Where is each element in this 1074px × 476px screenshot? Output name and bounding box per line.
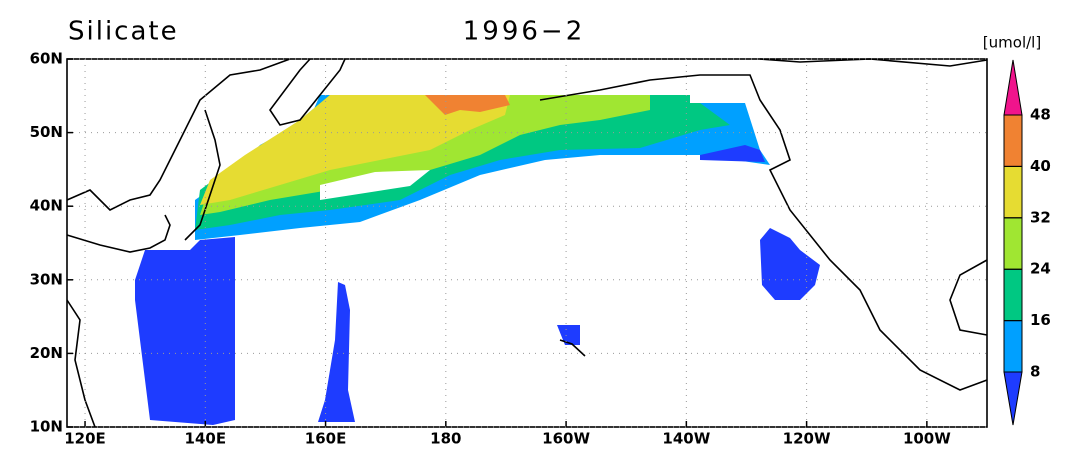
region (425, 95, 510, 115)
region (135, 237, 235, 425)
x-tick-label: 100W (903, 430, 951, 448)
subtitle: 1996−2 (463, 17, 586, 47)
colorbar-label: 16 (1030, 311, 1051, 329)
units: [umol/l] (983, 34, 1041, 52)
coastline (559, 339, 586, 357)
x-tick-label: 160E (305, 430, 347, 448)
coastline (66, 214, 171, 253)
x-tick-label: 120E (64, 430, 106, 448)
field (135, 95, 820, 425)
y-tick-label: 60N (30, 50, 63, 68)
x-tick-label: 180 (430, 430, 461, 448)
region (557, 325, 580, 345)
coastline (949, 259, 988, 336)
x-tick-label: 140E (185, 430, 227, 448)
colorbar-label: 48 (1030, 106, 1051, 124)
coastline (66, 58, 291, 211)
region (200, 95, 510, 205)
y-tick-label: 20N (30, 344, 63, 362)
y-tick-label: 30N (30, 270, 63, 288)
colorbar-arrow-high (1003, 59, 1023, 116)
region (318, 282, 355, 422)
x-tick-label: 120W (783, 430, 831, 448)
y-tick-label: 50N (30, 123, 63, 141)
colorbar-label: 8 (1030, 363, 1040, 381)
coastline (759, 58, 988, 67)
region (760, 228, 820, 300)
colorbar-label: 32 (1030, 208, 1051, 226)
x-tick-label: 140W (662, 430, 710, 448)
y-tick-label: 10N (30, 418, 63, 436)
region (320, 170, 430, 200)
coastline (184, 109, 221, 241)
colorbar-band (1003, 268, 1023, 322)
coastline (66, 299, 96, 428)
coastline (539, 74, 988, 391)
y-tick-label: 40N (30, 197, 63, 215)
colorbar-band (1003, 320, 1023, 373)
colorbar-arrow-low (1003, 371, 1023, 426)
colorbar-band (1003, 114, 1023, 167)
colorbar-band (1003, 165, 1023, 219)
coastline (269, 58, 346, 126)
colorbar-label: 24 (1030, 260, 1051, 278)
region (700, 145, 765, 162)
colorbar-label: 40 (1030, 157, 1051, 175)
map-frame (66, 58, 988, 428)
x-tick-label: 160W (542, 430, 590, 448)
title: Silicate (68, 17, 179, 47)
colorbar-band (1003, 217, 1023, 270)
